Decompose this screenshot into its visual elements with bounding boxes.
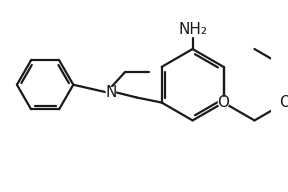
Circle shape [106, 88, 115, 97]
Text: N: N [105, 85, 117, 100]
Circle shape [218, 97, 229, 108]
Circle shape [280, 97, 288, 108]
Text: O: O [279, 95, 288, 110]
Text: O: O [217, 95, 230, 110]
Text: NH₂: NH₂ [178, 22, 207, 37]
